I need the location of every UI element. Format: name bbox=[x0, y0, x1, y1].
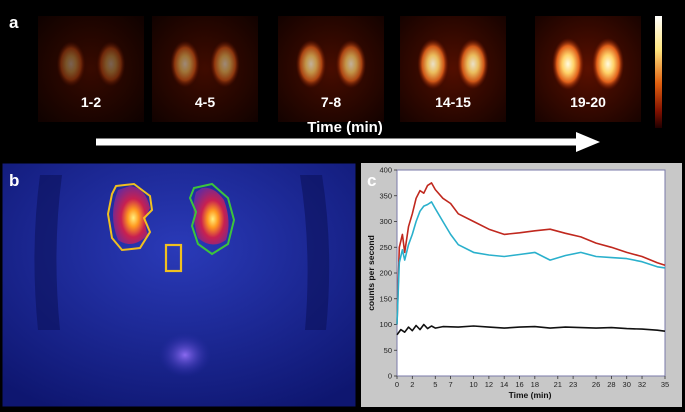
frame-5: 19-20 bbox=[535, 16, 641, 122]
y-tick-label: 400 bbox=[379, 166, 392, 175]
x-tick-label: 18 bbox=[531, 380, 539, 389]
frame-1: 1-2 bbox=[38, 16, 144, 122]
x-tick-label: 30 bbox=[623, 380, 631, 389]
left-kidney-roi bbox=[106, 182, 154, 252]
body-shadow-left bbox=[34, 175, 62, 330]
y-tick-label: 50 bbox=[384, 346, 392, 355]
bladder bbox=[159, 333, 211, 377]
left-kidney bbox=[113, 186, 150, 244]
y-tick-label: 250 bbox=[379, 243, 392, 252]
frame-image bbox=[278, 16, 384, 122]
left-kidney-uptake bbox=[170, 40, 200, 88]
right-kidney-uptake bbox=[210, 40, 240, 88]
right-kidney-roi bbox=[188, 182, 236, 256]
left-kidney-uptake bbox=[552, 38, 584, 90]
right-kidney bbox=[193, 187, 229, 245]
frame-label: 19-20 bbox=[570, 94, 606, 110]
panel-a-letter: a bbox=[9, 13, 19, 32]
x-tick-label: 14 bbox=[500, 380, 508, 389]
panel-a: a 1-2 4-5 7-8 14-15 19-20 Time (min) bbox=[9, 13, 662, 152]
y-tick-label: 300 bbox=[379, 217, 392, 226]
frame-3: 7-8 bbox=[278, 16, 384, 122]
y-axis-title: counts per second bbox=[366, 235, 376, 311]
frame-label: 1-2 bbox=[81, 94, 101, 110]
x-tick-label: 0 bbox=[395, 380, 399, 389]
chart-series bbox=[396, 182, 666, 336]
left-kidney-uptake bbox=[295, 39, 327, 89]
frame-image bbox=[38, 16, 144, 122]
y-tick-label: 0 bbox=[388, 372, 392, 381]
x-tick-label: 5 bbox=[433, 380, 437, 389]
x-tick-label: 16 bbox=[515, 380, 523, 389]
left-kidney-uptake bbox=[417, 38, 449, 90]
right-kidney-uptake bbox=[457, 38, 489, 90]
y-tick-label: 150 bbox=[379, 294, 392, 303]
right-kidney-uptake bbox=[96, 41, 126, 87]
left-kidney-uptake bbox=[56, 41, 86, 87]
x-tick-label: 23 bbox=[569, 380, 577, 389]
time-arrow bbox=[96, 132, 600, 152]
x-tick-label: 26 bbox=[592, 380, 600, 389]
frame-2: 4-5 bbox=[152, 16, 258, 122]
y-tick-label: 200 bbox=[379, 269, 392, 278]
x-tick-label: 7 bbox=[449, 380, 453, 389]
panel-b-letter: b bbox=[9, 171, 19, 190]
series-line-2 bbox=[396, 201, 666, 325]
right-kidney-uptake bbox=[335, 39, 367, 89]
time-axis-label: Time (min) bbox=[307, 119, 383, 136]
renogram-frames: 1-2 4-5 7-8 14-15 19-20 bbox=[38, 16, 641, 122]
x-axis-title: Time (min) bbox=[509, 390, 552, 400]
x-tick-label: 10 bbox=[469, 380, 477, 389]
y-tick-label: 100 bbox=[379, 320, 392, 329]
y-tick-label: 350 bbox=[379, 191, 392, 200]
plot-area bbox=[396, 169, 666, 377]
panel-c-letter: c bbox=[367, 171, 376, 190]
series-line-1 bbox=[396, 182, 666, 325]
x-tick-label: 2 bbox=[410, 380, 414, 389]
frame-image bbox=[152, 16, 258, 122]
x-tick-label: 28 bbox=[607, 380, 615, 389]
panel-c: c 0 50 100 150 200 250 300 350 400 0 2 5 7 10 12 14 16 18… bbox=[361, 163, 682, 407]
frame-4: 14-15 bbox=[400, 16, 506, 122]
background-roi bbox=[164, 243, 183, 273]
series-line-3 bbox=[396, 323, 666, 336]
x-tick-label: 12 bbox=[485, 380, 493, 389]
x-tick-label: 21 bbox=[554, 380, 562, 389]
right-kidney-uptake bbox=[592, 38, 624, 90]
frame-image bbox=[400, 16, 506, 122]
frame-label: 4-5 bbox=[195, 94, 215, 110]
frame-label: 7-8 bbox=[321, 94, 341, 110]
color-scale-bar bbox=[655, 16, 662, 128]
chart-axes: 0 50 100 150 200 250 300 350 400 0 2 5 7 10 12 14 16 18 21… bbox=[379, 166, 669, 390]
panel-b: b bbox=[1, 162, 357, 408]
body-shadow-right bbox=[300, 175, 330, 330]
x-tick-label: 35 bbox=[661, 380, 669, 389]
x-tick-label: 32 bbox=[638, 380, 646, 389]
frame-label: 14-15 bbox=[435, 94, 471, 110]
